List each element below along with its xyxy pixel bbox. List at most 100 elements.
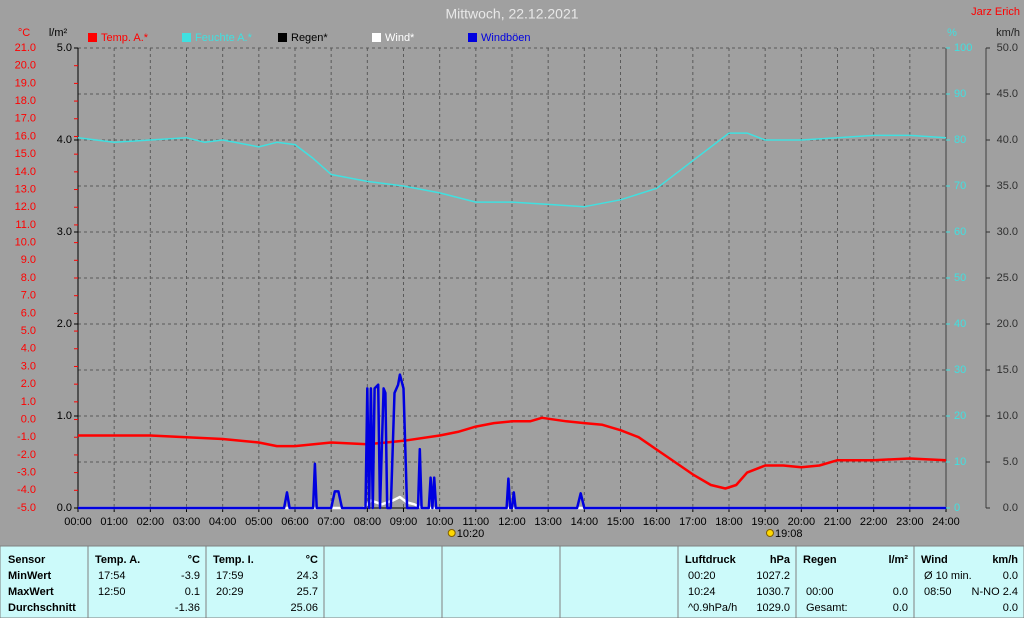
y-tick-label: 16.0	[15, 130, 36, 142]
y3-tick-label: 30	[954, 364, 966, 376]
legend-label: Wind*	[385, 32, 415, 44]
x-tick-label: 23:00	[896, 516, 924, 528]
table-panel	[0, 545, 1024, 618]
x-tick-label: 19:00	[751, 516, 779, 528]
y3-tick-label: 90	[954, 88, 966, 100]
x-tick-label: 05:00	[245, 516, 273, 528]
y-tick-label: 7.0	[21, 290, 36, 302]
x-tick-label: 18:00	[715, 516, 743, 528]
legend-label: Feuchte A.*	[195, 32, 253, 44]
cell-value: 1027.2	[756, 570, 790, 582]
y-tick-label: 17.0	[15, 113, 36, 125]
row-label: MinWert	[8, 570, 52, 582]
x-tick-label: 07:00	[317, 516, 345, 528]
y4-tick-label: 50.0	[997, 42, 1018, 54]
cell-time: Ø 10 min.	[924, 570, 972, 582]
sun-marker	[765, 529, 774, 537]
x-tick-label: 24:00	[932, 516, 960, 528]
group-name: Regen	[803, 554, 837, 566]
x-tick-label: 09:00	[390, 516, 418, 528]
y3-tick-label: 0	[954, 502, 960, 514]
cell-time: 00:20	[688, 570, 716, 582]
x-tick-label: 02:00	[137, 516, 165, 528]
group-name: Wind	[921, 554, 948, 566]
y2-tick-label: 2.0	[57, 318, 72, 330]
annotation-label: 19:08	[775, 528, 803, 540]
x-tick-label: 15:00	[607, 516, 635, 528]
cell-time: 10:24	[688, 586, 716, 598]
group-name: Luftdruck	[685, 554, 737, 566]
x-tick-label: 22:00	[860, 516, 888, 528]
y-tick-label: -5.0	[17, 502, 36, 514]
y-tick-label: -4.0	[17, 484, 36, 496]
axes: 00:00 01:00 02:00 03:00 04:00 05:00 06:00 07:00…	[15, 42, 1018, 528]
y3-tick-label: 70	[954, 180, 966, 192]
y2-tick-label: 4.0	[57, 134, 72, 146]
y3-tick-label: 50	[954, 272, 966, 284]
cell-value: 25.06	[290, 602, 318, 614]
y-tick-label: 6.0	[21, 307, 36, 319]
cell-time: 12:50	[98, 586, 126, 598]
y2-tick-label: 1.0	[57, 410, 72, 422]
row-label: Sensor	[8, 554, 46, 566]
y-axis-unit: °C	[18, 27, 30, 39]
group-unit: °C	[306, 554, 318, 566]
series-line	[78, 416, 947, 490]
x-tick-label: 13:00	[534, 516, 562, 528]
y4-tick-label: 40.0	[997, 134, 1018, 146]
cell-value: 25.7	[297, 586, 318, 598]
y4-tick-label: 20.0	[997, 318, 1018, 330]
cell-value: -3.9	[181, 570, 200, 582]
cell-value: 0.0	[1003, 602, 1018, 614]
y-tick-label: 13.0	[15, 183, 36, 195]
y-tick-label: 21.0	[15, 42, 36, 54]
y4-tick-label: 10.0	[997, 410, 1018, 422]
x-tick-label: 16:00	[643, 516, 671, 528]
y4-tick-label: 15.0	[997, 364, 1018, 376]
y2-tick-label: 5.0	[57, 42, 72, 54]
x-tick-label: 08:00	[354, 516, 382, 528]
y3-tick-label: 20	[954, 410, 966, 422]
y-tick-label: 18.0	[15, 95, 36, 107]
cell-value: 0.1	[185, 586, 200, 598]
y-tick-label: 8.0	[21, 272, 36, 284]
cell-value: 1030.7	[756, 586, 790, 598]
x-tick-label: 20:00	[788, 516, 816, 528]
group-unit: km/h	[992, 554, 1018, 566]
cell-value: 0.0	[1003, 570, 1018, 582]
y-tick-label: -2.0	[17, 449, 36, 461]
cell-time: 17:54	[98, 570, 126, 582]
group-unit: hPa	[770, 554, 791, 566]
y3-tick-label: 80	[954, 134, 966, 146]
y-tick-label: 15.0	[15, 148, 36, 160]
cell-time: Gesamt:	[806, 602, 848, 614]
y4-tick-label: 5.0	[1003, 456, 1018, 468]
group-name: Temp. A.	[95, 554, 140, 566]
y-tick-label: 20.0	[15, 60, 36, 72]
series-line	[77, 132, 947, 208]
y4-tick-label: 45.0	[997, 88, 1018, 100]
row-label: Durchschnitt	[8, 602, 76, 614]
y-tick-label: 19.0	[15, 77, 36, 89]
x-tick-label: 00:00	[64, 516, 92, 528]
y-tick-label: 11.0	[15, 219, 36, 231]
y3-axis-unit: %	[947, 27, 957, 39]
y-tick-label: 4.0	[21, 343, 36, 355]
y-tick-label: -1.0	[17, 431, 36, 443]
y-tick-label: -3.0	[17, 467, 36, 479]
plot-area: 10:20 19:08	[77, 132, 947, 540]
y4-tick-label: 30.0	[997, 226, 1018, 238]
x-tick-label: 11:00	[462, 516, 489, 528]
y-tick-label: 9.0	[21, 254, 36, 266]
x-tick-label: 04:00	[209, 516, 237, 528]
y3-tick-label: 100	[954, 42, 972, 54]
cell-value: 0.0	[893, 586, 908, 598]
y3-tick-label: 40	[954, 318, 966, 330]
legend-label: Windböen	[481, 32, 531, 44]
cell-time: 00:00	[806, 586, 834, 598]
y4-tick-label: 0.0	[1003, 502, 1018, 514]
x-tick-label: 17:00	[679, 516, 707, 528]
y-tick-label: 0.0	[21, 413, 36, 425]
x-tick-label: 10:00	[426, 516, 454, 528]
